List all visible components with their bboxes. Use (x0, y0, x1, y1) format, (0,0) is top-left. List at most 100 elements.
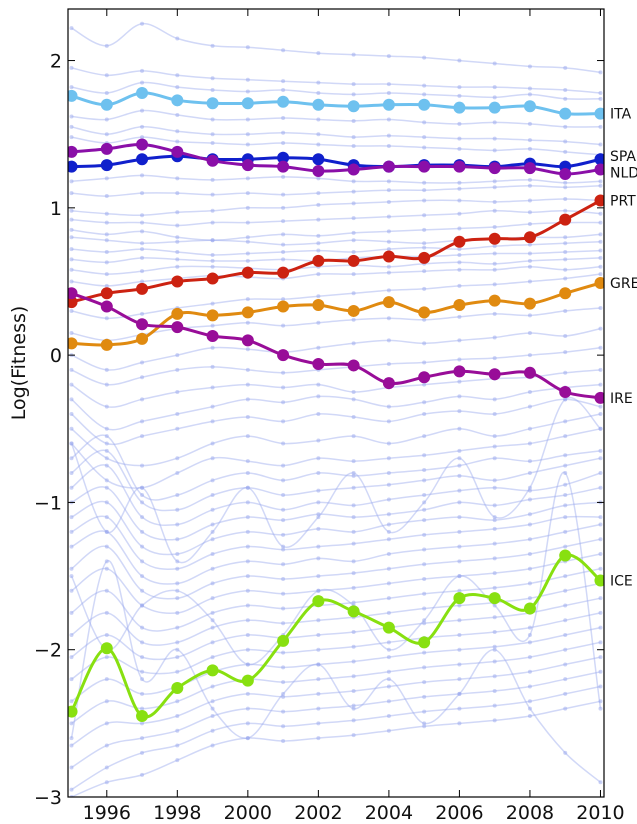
series-point-nld (488, 162, 501, 175)
background-series-point (563, 647, 568, 652)
background-series-line (71, 464, 601, 527)
background-series-point (598, 566, 603, 571)
background-series-point (104, 677, 109, 682)
series-point-ita (241, 97, 254, 110)
background-series-point (316, 90, 321, 95)
background-series-point (527, 625, 532, 630)
background-series-point (527, 522, 532, 527)
background-series-line (71, 266, 601, 287)
series-point-gre (488, 294, 501, 307)
background-series-point (281, 130, 286, 135)
background-series-point (527, 488, 532, 493)
background-series-point (598, 515, 603, 520)
background-series-point (422, 341, 427, 346)
background-series-point (527, 441, 532, 446)
background-series-point (563, 88, 568, 93)
background-series-point (422, 547, 427, 552)
background-series-point (457, 211, 462, 216)
background-series-point (69, 135, 74, 140)
background-series-point (281, 577, 286, 582)
series-point-spa (277, 151, 290, 164)
background-series-point (140, 241, 145, 246)
background-series-point (69, 124, 74, 129)
series-point-ice (453, 592, 466, 605)
background-series-point (527, 210, 532, 215)
background-series-point (140, 463, 145, 468)
background-series-point (281, 591, 286, 596)
background-series-point (422, 453, 427, 458)
background-series-point (457, 473, 462, 478)
series-point-nld (206, 154, 219, 167)
series-point-ire (382, 377, 395, 390)
background-series-point (386, 655, 391, 660)
background-series-line (71, 240, 601, 256)
series-line-ire (70, 291, 601, 400)
background-series-point (422, 618, 427, 623)
background-series-point (175, 551, 180, 556)
background-series-point (422, 412, 427, 417)
background-series-point (175, 507, 180, 512)
background-series-point (245, 736, 250, 741)
series-point-nld (136, 138, 149, 151)
background-series-point (316, 394, 321, 399)
background-series-point (457, 283, 462, 288)
background-series-point (492, 120, 497, 125)
background-series-point (140, 588, 145, 593)
background-series-point (492, 356, 497, 361)
background-series-point (69, 397, 74, 402)
series-point-gre (206, 309, 219, 322)
background-series-point (69, 456, 74, 461)
background-series-point (563, 185, 568, 190)
background-series-point (69, 267, 74, 272)
background-series-point (69, 765, 74, 770)
background-series-point (457, 121, 462, 126)
series-point-gre (382, 296, 395, 309)
background-series-point (492, 526, 497, 531)
background-series-point (316, 488, 321, 493)
background-series-point (492, 335, 497, 340)
background-series-point (563, 750, 568, 755)
background-series-point (386, 316, 391, 321)
series-point-ita (277, 95, 290, 108)
background-series-point (69, 308, 74, 313)
background-series-point (281, 463, 286, 468)
y-tick-label: −2 (34, 640, 62, 662)
background-series-point (386, 199, 391, 204)
background-series-point (598, 522, 603, 527)
background-series-point (527, 353, 532, 358)
background-series-point (104, 441, 109, 446)
background-series-point (140, 529, 145, 534)
series-point-prt (100, 287, 113, 300)
background-series-point (140, 559, 145, 564)
background-series-point (598, 625, 603, 630)
background-series-point (598, 272, 603, 277)
background-series-point (175, 758, 180, 763)
background-series-point (245, 347, 250, 352)
background-series-point (175, 239, 180, 244)
background-series-point (245, 397, 250, 402)
x-tick-label: 1996 (83, 802, 131, 824)
x-tick-label: 2010 (576, 802, 624, 824)
background-series-point (245, 618, 250, 623)
background-series-point (527, 640, 532, 645)
background-series-point (527, 331, 532, 336)
background-series-point (316, 241, 321, 246)
background-series-point (245, 632, 250, 637)
background-series-point (140, 655, 145, 660)
series-point-prt (347, 254, 360, 267)
background-series-point (104, 588, 109, 593)
background-series-point (386, 441, 391, 446)
background-series-point (175, 129, 180, 134)
background-series-point (422, 198, 427, 203)
background-series-point (316, 662, 321, 667)
series-point-prt (453, 235, 466, 248)
background-series-point (175, 139, 180, 144)
series-point-nld (594, 163, 604, 176)
background-series-point (598, 456, 603, 461)
background-series-point (386, 456, 391, 461)
background-series-point (140, 279, 145, 284)
background-series-point (351, 559, 356, 564)
background-series-point (104, 272, 109, 277)
background-series-point (457, 186, 462, 191)
background-series-point (175, 699, 180, 704)
